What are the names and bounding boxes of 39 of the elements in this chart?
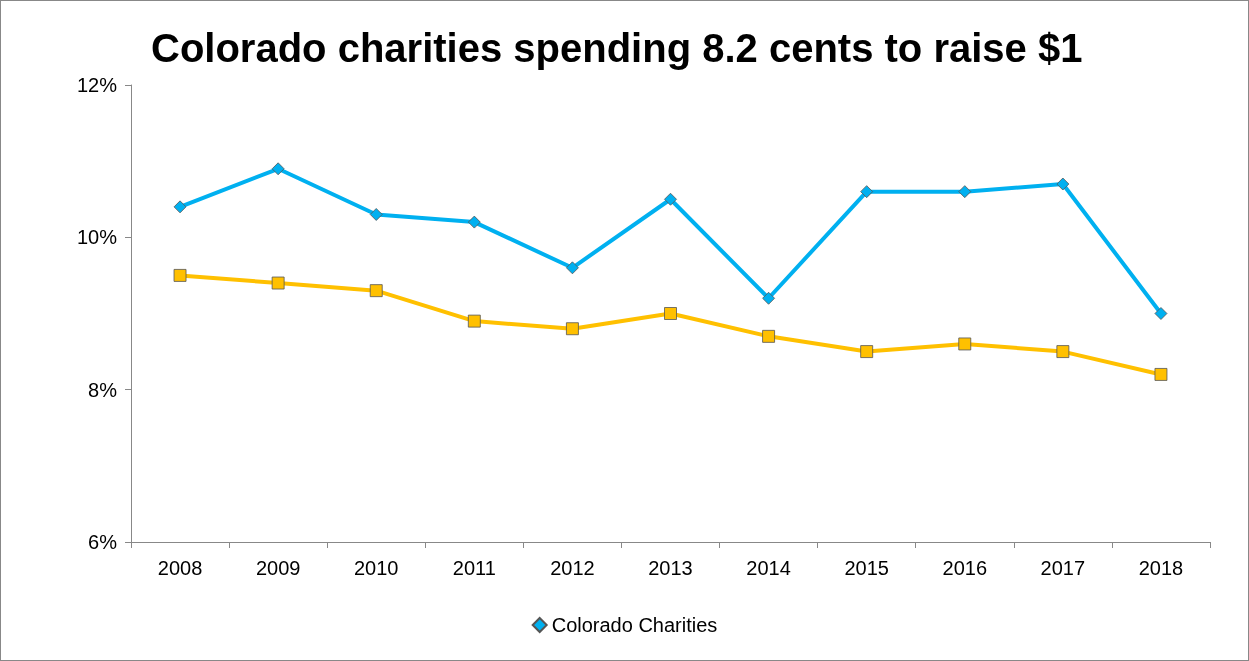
point <box>762 329 775 343</box>
x-tick-label: 2016 <box>942 557 988 579</box>
point <box>860 185 874 199</box>
x-tick-label: 2010 <box>353 557 399 579</box>
point <box>1056 177 1070 191</box>
y-tick-label: 12% <box>76 74 118 96</box>
x-tick-label: 2014 <box>746 557 791 579</box>
x-tick-label: 2018 <box>1138 557 1184 579</box>
point <box>860 345 874 358</box>
point <box>271 162 285 176</box>
x-tick-label: 2013 <box>648 557 693 579</box>
point <box>369 208 383 221</box>
point <box>173 269 187 282</box>
x-tick-label: 2017 <box>1040 557 1086 579</box>
point <box>467 314 481 328</box>
point <box>173 200 187 214</box>
point <box>566 261 579 275</box>
point <box>369 284 383 298</box>
point <box>762 291 775 305</box>
point <box>664 192 677 206</box>
x-tick-label: 2015 <box>844 557 889 579</box>
point <box>1056 345 1070 358</box>
point <box>958 337 972 351</box>
x-tick-label: 2012 <box>550 557 595 579</box>
point <box>1154 307 1168 320</box>
point <box>467 215 481 229</box>
chart-title: Colorado charities spending 8.2 cents to raise $1 <box>151 26 1083 70</box>
x-tick-label: 2008 <box>157 557 203 579</box>
x-tick-label: 2011 <box>452 557 496 579</box>
point <box>1154 368 1168 381</box>
y-tick-label: 10% <box>76 226 118 249</box>
point <box>566 322 579 336</box>
x-tick-label: 2009 <box>255 557 301 579</box>
point <box>271 276 285 290</box>
y-tick-label: 8% <box>88 378 118 401</box>
y-tick-label: 6% <box>88 531 118 553</box>
point <box>664 307 677 320</box>
legend-label: Colorado Charities <box>551 614 718 636</box>
point <box>958 185 972 199</box>
